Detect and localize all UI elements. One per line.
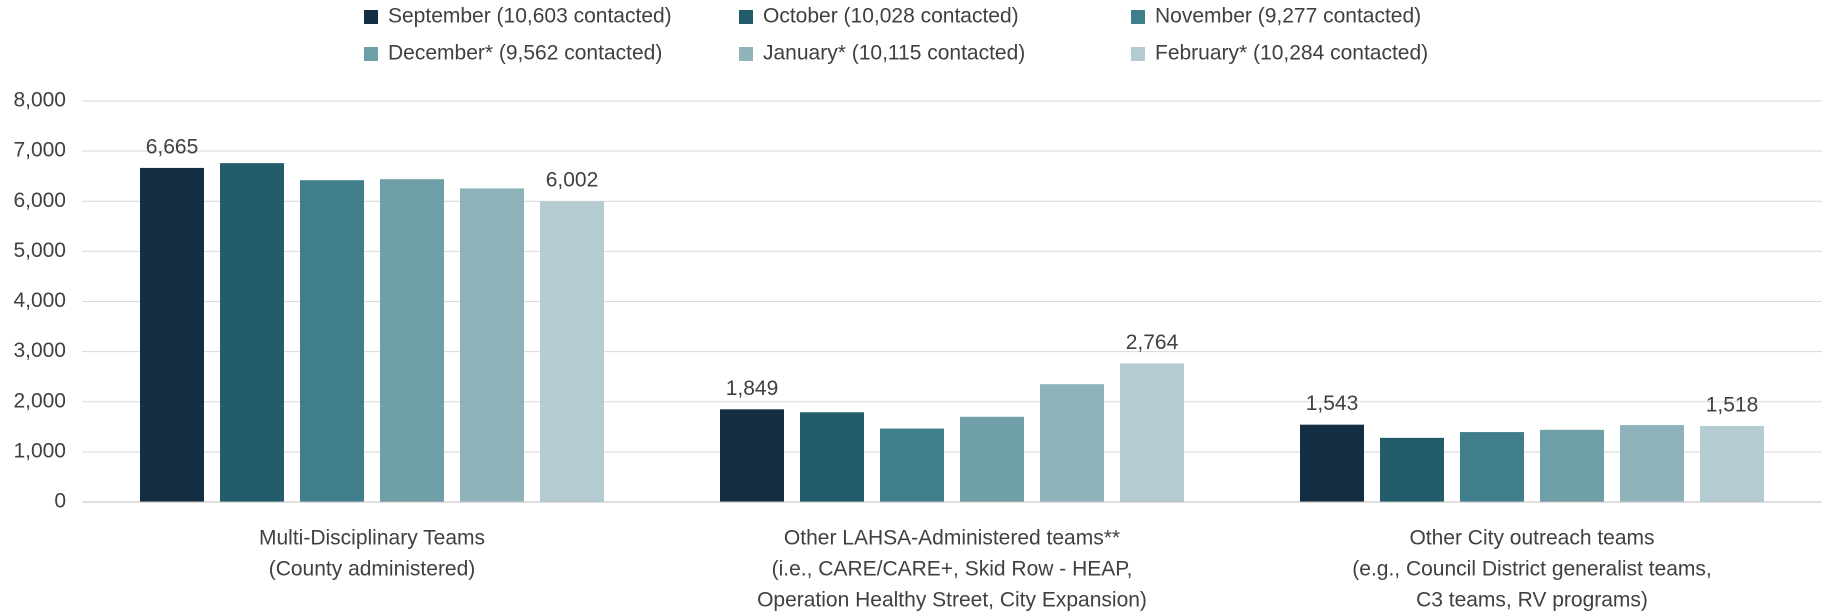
legend-label: December* (9,562 contacted): [388, 42, 662, 65]
x-tick-label: (e.g., Council District generalist teams…: [1352, 558, 1711, 581]
y-tick-label: 3,000: [13, 339, 66, 362]
bar: [1540, 429, 1604, 502]
bar: [1700, 425, 1764, 502]
bar: [140, 167, 204, 502]
legend-label: November (9,277 contacted): [1155, 5, 1421, 28]
data-label: 1,518: [1706, 393, 1759, 416]
bar: [300, 180, 364, 502]
bar: [220, 163, 284, 502]
legend-label: January* (10,115 contacted): [763, 42, 1025, 65]
legend-label: February* (10,284 contacted): [1155, 42, 1428, 65]
bar: [960, 416, 1024, 502]
x-tick-label: (i.e., CARE/CARE+, Skid Row - HEAP,: [772, 558, 1133, 581]
bar: [460, 188, 524, 502]
bar: [1120, 363, 1184, 502]
x-tick-label: Operation Healthy Street, City Expansion…: [757, 589, 1147, 612]
bar: [800, 412, 864, 502]
legend-swatch: [1131, 10, 1145, 24]
bar: [540, 201, 604, 502]
y-tick-label: 2,000: [13, 389, 66, 412]
x-tick-label: C3 teams, RV programs): [1416, 589, 1648, 612]
x-tick-label: Multi-Disciplinary Teams: [259, 527, 485, 550]
x-tick-label: Other City outreach teams: [1409, 527, 1654, 550]
legend-swatch: [739, 10, 753, 24]
bar: [1040, 384, 1104, 502]
bar: [880, 428, 944, 502]
legend-label: October (10,028 contacted): [763, 5, 1019, 28]
bar: [380, 179, 444, 502]
data-label: 6,002: [546, 169, 599, 192]
y-tick-label: 4,000: [13, 289, 66, 312]
data-label: 1,543: [1306, 392, 1359, 415]
y-tick-label: 1,000: [13, 439, 66, 462]
legend-swatch: [739, 47, 753, 61]
x-tick-label: Other LAHSA-Administered teams**: [784, 527, 1120, 550]
x-tick-label: (County administered): [269, 558, 476, 581]
data-label: 2,764: [1126, 331, 1179, 354]
bar: [1380, 437, 1444, 502]
y-tick-label: 0: [54, 490, 66, 513]
y-tick-label: 8,000: [13, 89, 66, 112]
legend-swatch: [1131, 47, 1145, 61]
data-label: 6,665: [146, 135, 199, 158]
y-tick-label: 7,000: [13, 139, 66, 162]
y-tick-label: 6,000: [13, 189, 66, 212]
legend-swatch: [364, 10, 378, 24]
legend-label: September (10,603 contacted): [388, 5, 672, 28]
bar: [1620, 425, 1684, 502]
y-tick-label: 5,000: [13, 239, 66, 262]
legend-swatch: [364, 47, 378, 61]
data-label: 1,849: [726, 377, 779, 400]
bar: [1460, 432, 1524, 502]
bar: [1300, 424, 1364, 502]
bar: [720, 409, 784, 502]
